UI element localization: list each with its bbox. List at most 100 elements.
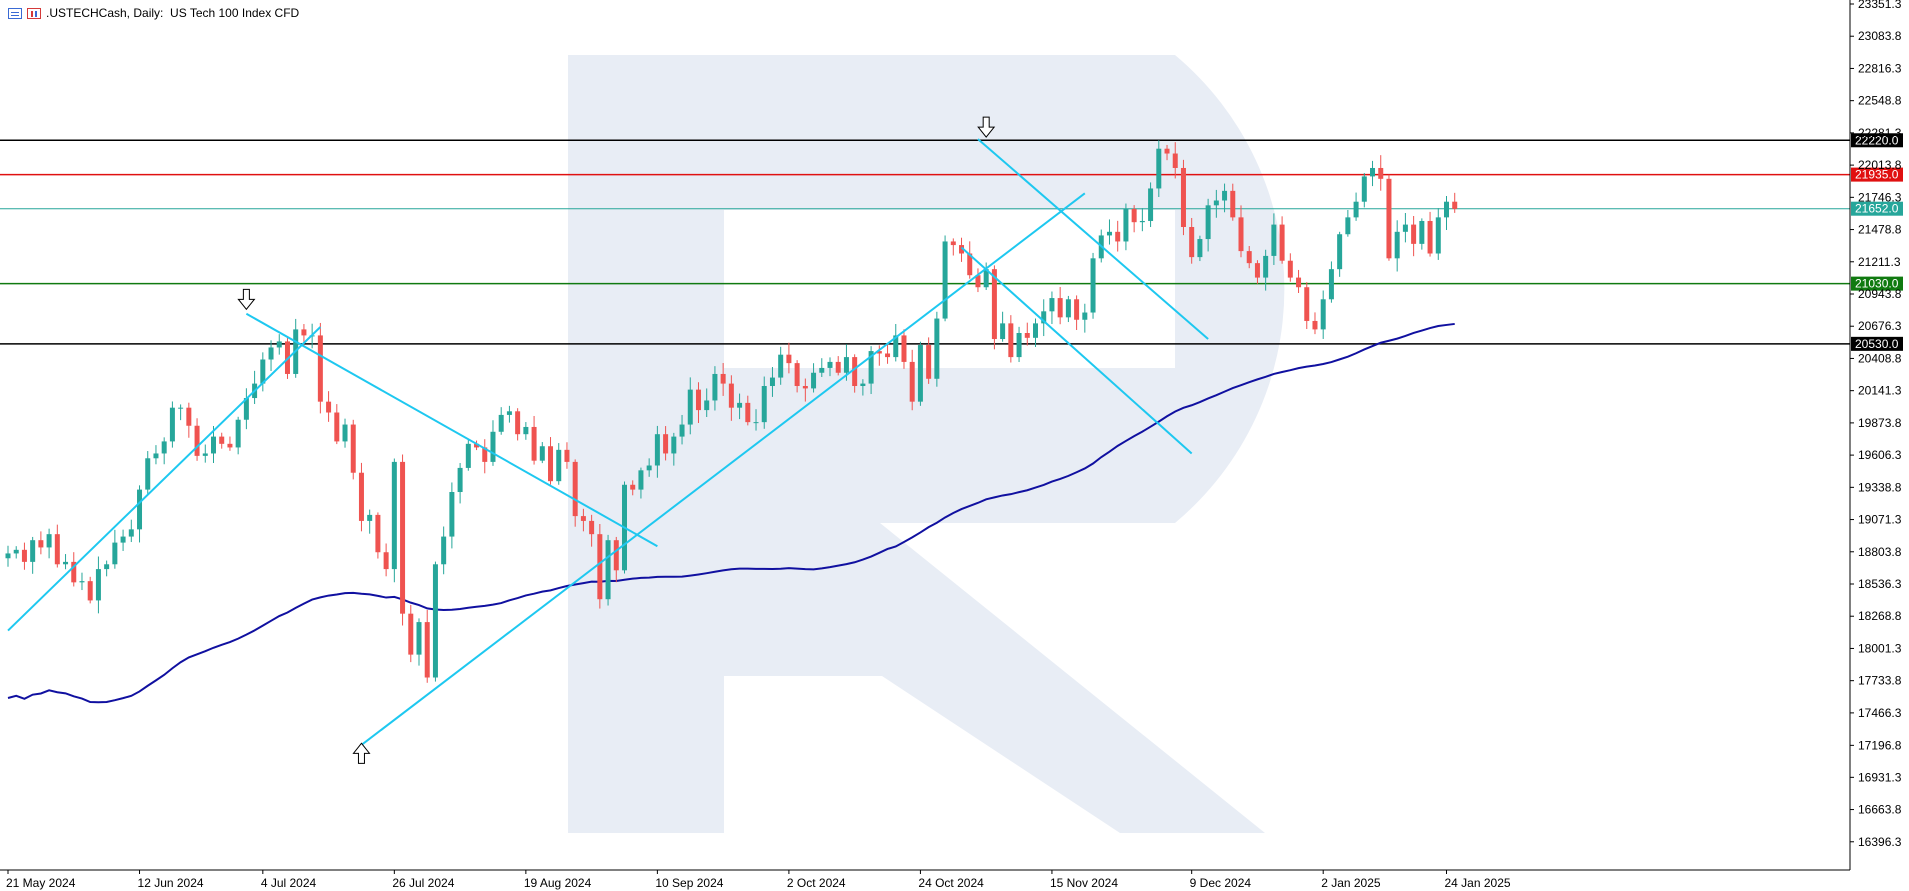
candle bbox=[539, 442, 545, 464]
candle bbox=[400, 454, 406, 626]
candle bbox=[169, 401, 175, 448]
y-tick-label: 22281.3 bbox=[1858, 126, 1902, 140]
candle bbox=[531, 415, 537, 465]
candle bbox=[909, 349, 915, 411]
candle bbox=[1041, 299, 1047, 337]
candle bbox=[128, 519, 134, 543]
x-tick-label: 26 Jul 2024 bbox=[392, 876, 454, 890]
candle bbox=[441, 526, 447, 575]
candle bbox=[1328, 261, 1334, 303]
candle bbox=[556, 443, 562, 485]
y-tick-label: 18536.3 bbox=[1858, 577, 1902, 591]
candle bbox=[572, 459, 578, 527]
y-tick-label: 23351.3 bbox=[1858, 0, 1902, 11]
y-tick-label: 19606.3 bbox=[1858, 448, 1902, 462]
candle bbox=[917, 341, 923, 406]
candle bbox=[794, 360, 800, 393]
candle bbox=[1115, 220, 1121, 252]
candle bbox=[63, 554, 69, 570]
candle bbox=[1386, 174, 1392, 261]
candle bbox=[161, 437, 167, 465]
candle bbox=[317, 322, 323, 414]
candle bbox=[21, 542, 27, 570]
symbol-label: .USTECHCash, Daily: bbox=[46, 6, 164, 20]
candle bbox=[1180, 159, 1186, 236]
candle bbox=[983, 262, 989, 290]
candle bbox=[942, 235, 948, 322]
candle bbox=[375, 512, 381, 559]
candle bbox=[1148, 182, 1154, 228]
y-tick-label: 19338.8 bbox=[1858, 480, 1902, 494]
candle bbox=[819, 358, 825, 377]
candle bbox=[227, 436, 233, 451]
candle bbox=[71, 552, 77, 587]
candle bbox=[449, 482, 455, 549]
candle bbox=[712, 366, 718, 411]
candle bbox=[663, 426, 669, 461]
candle bbox=[178, 404, 184, 421]
candle bbox=[1296, 269, 1302, 293]
x-tick-label: 4 Jul 2024 bbox=[261, 876, 317, 890]
x-tick-label: 10 Sep 2024 bbox=[655, 876, 723, 890]
candle bbox=[457, 463, 463, 504]
x-tick-label: 19 Aug 2024 bbox=[524, 876, 592, 890]
candle bbox=[737, 393, 743, 420]
candle bbox=[474, 440, 480, 451]
x-tick-label: 21 May 2024 bbox=[6, 876, 76, 890]
candle bbox=[1230, 183, 1236, 221]
down-arrow bbox=[237, 288, 256, 311]
candle bbox=[498, 407, 504, 435]
candle bbox=[276, 334, 282, 355]
candle bbox=[268, 340, 274, 372]
y-tick-label: 17466.3 bbox=[1858, 706, 1902, 720]
candle bbox=[1320, 290, 1326, 339]
level-tag bbox=[1851, 276, 1903, 291]
candle bbox=[137, 485, 143, 543]
bar-chart-icon[interactable] bbox=[27, 7, 41, 19]
candle bbox=[1419, 218, 1425, 250]
candle bbox=[104, 560, 110, 577]
candle bbox=[860, 379, 866, 396]
y-tick-label: 22548.8 bbox=[1858, 94, 1902, 108]
candle bbox=[326, 391, 332, 422]
x-tick-label: 12 Jun 2024 bbox=[138, 876, 204, 890]
candle bbox=[38, 531, 44, 555]
candle bbox=[334, 404, 340, 445]
candle bbox=[827, 357, 833, 377]
candle bbox=[1008, 315, 1014, 363]
candle bbox=[79, 572, 85, 591]
candle bbox=[926, 337, 932, 384]
x-tick-label: 2 Oct 2024 bbox=[787, 876, 846, 890]
candles bbox=[5, 140, 1458, 683]
candle bbox=[342, 418, 348, 448]
candle bbox=[761, 376, 767, 429]
candle bbox=[186, 402, 192, 438]
y-tick-label: 20141.3 bbox=[1858, 384, 1902, 398]
candle bbox=[1057, 286, 1063, 325]
fractal-arrows bbox=[237, 116, 996, 764]
candle bbox=[515, 408, 521, 441]
y-tick-label: 20943.8 bbox=[1858, 287, 1902, 301]
level-label: 21030.0 bbox=[1855, 277, 1899, 291]
candle bbox=[1131, 205, 1137, 233]
candle bbox=[1049, 291, 1055, 324]
candle bbox=[811, 363, 817, 393]
candle bbox=[720, 363, 726, 396]
candle bbox=[1271, 213, 1277, 265]
chart-header: .USTECHCash, Daily: US Tech 100 Index CF… bbox=[8, 4, 299, 22]
y-tick-label: 18268.8 bbox=[1858, 609, 1902, 623]
candle bbox=[46, 528, 52, 559]
level-tag bbox=[1851, 133, 1903, 148]
candle bbox=[991, 265, 997, 350]
candle bbox=[1082, 303, 1088, 333]
candle bbox=[112, 529, 118, 569]
watermark-logo bbox=[568, 55, 1285, 833]
candle bbox=[1304, 282, 1310, 330]
candle bbox=[654, 425, 660, 478]
candle bbox=[564, 442, 570, 469]
candle bbox=[753, 409, 759, 431]
list-icon[interactable] bbox=[8, 7, 22, 19]
candle bbox=[704, 388, 710, 418]
